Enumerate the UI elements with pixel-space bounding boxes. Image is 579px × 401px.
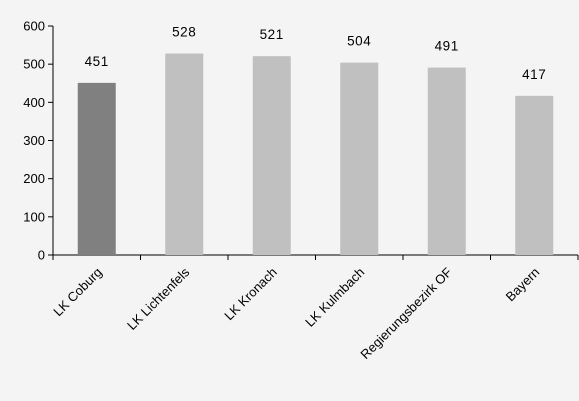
category-label: LK Kronach bbox=[221, 265, 280, 324]
bar-value-label: 504 bbox=[347, 34, 371, 49]
y-tick-label: 300 bbox=[23, 133, 45, 148]
bar-value-label: 417 bbox=[522, 67, 546, 82]
y-tick-label: 200 bbox=[23, 171, 45, 186]
bar-lk-kulmbach bbox=[340, 62, 379, 255]
bar-lk-kronach bbox=[252, 56, 291, 255]
bar-value-label: 451 bbox=[85, 54, 109, 69]
category-label: LK Kulmbach bbox=[302, 265, 367, 330]
y-tick-label: 400 bbox=[23, 95, 45, 110]
bar-regierungsbezirk-of bbox=[427, 67, 466, 255]
y-tick-label: 0 bbox=[38, 248, 45, 263]
bar-value-label: 528 bbox=[172, 24, 196, 39]
y-tick-label: 600 bbox=[23, 19, 45, 34]
category-label: LK Lichtenfels bbox=[124, 264, 193, 333]
category-label: LK Coburg bbox=[50, 265, 105, 320]
chart-axes: 0 100 200 300 400 500 600 bbox=[23, 19, 579, 263]
y-tick-label: 100 bbox=[23, 209, 45, 224]
bar-bayern bbox=[515, 95, 554, 255]
chart-bars bbox=[77, 53, 554, 256]
y-tick-label: 500 bbox=[23, 57, 45, 72]
category-label: Regierungsbezirk OF bbox=[357, 264, 455, 362]
bar-value-label: 521 bbox=[260, 27, 284, 42]
bar-value-label: 491 bbox=[435, 39, 459, 54]
bar-lk-lichtenfels bbox=[165, 53, 204, 256]
bar-lk-coburg bbox=[77, 82, 116, 255]
chart-labels: 451 LK Coburg 528 LK Lichtenfels 521 LK Krona… bbox=[50, 24, 546, 361]
category-label: Bayern bbox=[503, 265, 543, 305]
